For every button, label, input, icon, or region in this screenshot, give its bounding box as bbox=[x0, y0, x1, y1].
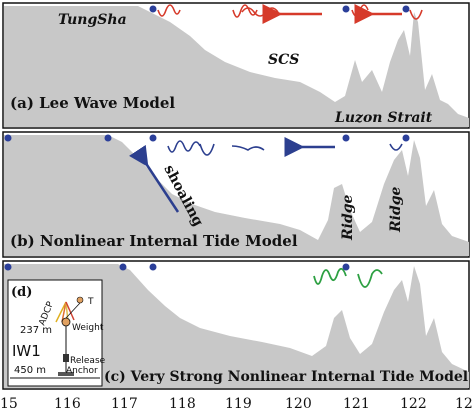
depth-450-label: 450 m bbox=[14, 365, 46, 376]
panel-a: (a) Lee Wave Model TungSha SCS Luzon Str… bbox=[2, 2, 470, 129]
panel-b: (b) Nonlinear Internal Tide Model shoali… bbox=[2, 131, 470, 258]
mooring-inset: (d) ADCP T 237 m Weight Release Anchor 4… bbox=[7, 279, 106, 387]
ridge-label-2: Ridge bbox=[388, 186, 404, 233]
tungsha-label: TungSha bbox=[58, 12, 127, 28]
terrain-a bbox=[4, 6, 469, 127]
scs-label: SCS bbox=[268, 52, 299, 68]
x-tick: 121 bbox=[343, 396, 370, 412]
x-tick: 118 bbox=[169, 396, 196, 412]
x-axis: 15 116 117 118 119 120 121 122 12 bbox=[0, 388, 473, 412]
station-label: IW1 bbox=[12, 342, 41, 360]
x-tick: 119 bbox=[225, 396, 252, 412]
anchor-label: Anchor bbox=[66, 366, 98, 376]
panel-c-label: (c) Very Strong Nonlinear Internal Tide … bbox=[104, 369, 468, 385]
ridge-label-1: Ridge bbox=[340, 194, 356, 241]
inset-label: (d) bbox=[11, 285, 32, 300]
panel-c: (c) Very Strong Nonlinear Internal Tide … bbox=[2, 260, 470, 390]
release-label: Release bbox=[70, 356, 106, 366]
panel-b-label: (b) Nonlinear Internal Tide Model bbox=[10, 232, 298, 250]
weight-label: Weight bbox=[72, 323, 104, 333]
t-label: T bbox=[87, 297, 94, 307]
panel-a-label: (a) Lee Wave Model bbox=[10, 94, 175, 112]
x-tick: 122 bbox=[400, 396, 427, 412]
depth-237-label: 237 m bbox=[20, 325, 52, 336]
x-tick: 117 bbox=[111, 396, 138, 412]
x-tick: 12 bbox=[455, 396, 473, 412]
x-tick: 120 bbox=[285, 396, 312, 412]
terrain-b bbox=[4, 135, 469, 256]
terrain-c bbox=[4, 264, 469, 388]
x-tick: 15 bbox=[0, 396, 18, 412]
luzon-strait-label: Luzon Strait bbox=[334, 110, 433, 126]
x-tick: 116 bbox=[54, 396, 81, 412]
